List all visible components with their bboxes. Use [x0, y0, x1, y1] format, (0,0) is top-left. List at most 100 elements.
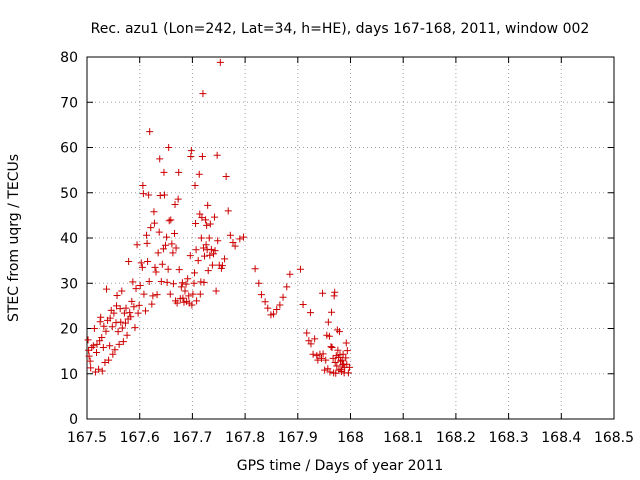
data-point [165, 144, 173, 151]
data-point [212, 287, 220, 295]
data-point [96, 318, 104, 326]
data-point [203, 221, 211, 229]
data-point [114, 328, 122, 336]
data-point [173, 299, 181, 307]
data-point [213, 151, 221, 159]
data-point [87, 364, 95, 372]
data-point [185, 292, 193, 300]
data-point [153, 291, 161, 299]
data-point [128, 297, 136, 305]
data-point [311, 335, 319, 343]
data-point [151, 263, 159, 271]
data-point [342, 339, 350, 347]
data-point [206, 220, 214, 228]
data-point [175, 266, 183, 274]
data-point [188, 301, 196, 309]
data-point [169, 280, 177, 288]
data-point [261, 298, 269, 306]
data-point [192, 220, 200, 228]
data-point [307, 340, 315, 348]
data-point [222, 172, 230, 180]
x-tick-label: 168.3 [489, 430, 529, 446]
x-tick-label: 168.5 [594, 430, 634, 446]
data-point [105, 356, 113, 364]
data-point [141, 307, 149, 315]
data-point [115, 340, 123, 348]
data-point [97, 313, 105, 321]
data-point [202, 241, 210, 249]
axis-ticks [86, 56, 615, 420]
data-point [152, 268, 160, 276]
x-axis-label: GPS time / Days of year 2011 [237, 458, 444, 474]
data-point [332, 369, 340, 377]
data-point [172, 244, 180, 252]
data-point [208, 261, 216, 269]
data-point [100, 322, 108, 330]
data-point [117, 318, 125, 326]
data-point [131, 324, 139, 332]
data-point [98, 367, 106, 375]
data-point [90, 325, 98, 332]
data-point [140, 290, 148, 298]
data-point [286, 270, 294, 278]
data-point [113, 291, 121, 299]
data-point [191, 182, 199, 190]
data-point [190, 279, 198, 287]
data-point [139, 182, 147, 190]
data-point [321, 366, 329, 374]
data-point [344, 369, 352, 377]
data-point [283, 283, 291, 291]
data-point [339, 350, 347, 358]
data-point [169, 249, 177, 257]
data-point [86, 357, 94, 365]
x-tick-label: 167.7 [172, 430, 212, 446]
data-point [224, 207, 232, 215]
data-point [189, 290, 197, 298]
data-point [318, 354, 326, 362]
data-point [251, 265, 259, 273]
grid-lines [87, 57, 614, 419]
data-point [186, 252, 194, 260]
data-point [174, 195, 182, 203]
data-point [135, 301, 143, 309]
y-tick-labels: 0 10 20 30 40 50 60 70 80 [60, 50, 78, 428]
x-tick-label: 167.9 [278, 430, 318, 446]
data-point [158, 260, 166, 268]
x-tick-label: 168.1 [383, 430, 423, 446]
data-point [276, 301, 284, 309]
data-point [108, 323, 116, 331]
data-point [139, 190, 147, 198]
data-point [218, 262, 226, 270]
data-point [264, 304, 272, 312]
data-point [106, 342, 114, 350]
data-point [194, 257, 202, 265]
data-point [334, 346, 342, 354]
data-point [168, 240, 176, 248]
data-point [306, 309, 314, 317]
data-point [279, 293, 287, 301]
data-point [324, 318, 332, 326]
data-point [99, 344, 107, 352]
data-point [322, 356, 330, 364]
data-point [328, 308, 336, 316]
data-point [126, 309, 134, 317]
data-point [197, 234, 205, 242]
data-point [88, 344, 96, 352]
data-point [146, 128, 154, 136]
data-point [143, 239, 151, 247]
data-point [150, 208, 158, 216]
data-point [167, 216, 175, 224]
data-point [170, 229, 178, 237]
data-point [130, 303, 138, 311]
data-point [150, 219, 158, 227]
data-point [166, 290, 174, 298]
data-point [336, 357, 344, 365]
data-point [187, 153, 195, 161]
y-tick-label: 60 [60, 141, 78, 157]
data-point [331, 288, 339, 296]
data-point [122, 304, 130, 312]
data-point [333, 362, 341, 370]
x-tick-label: 168 [337, 430, 364, 446]
data-point [137, 259, 145, 267]
